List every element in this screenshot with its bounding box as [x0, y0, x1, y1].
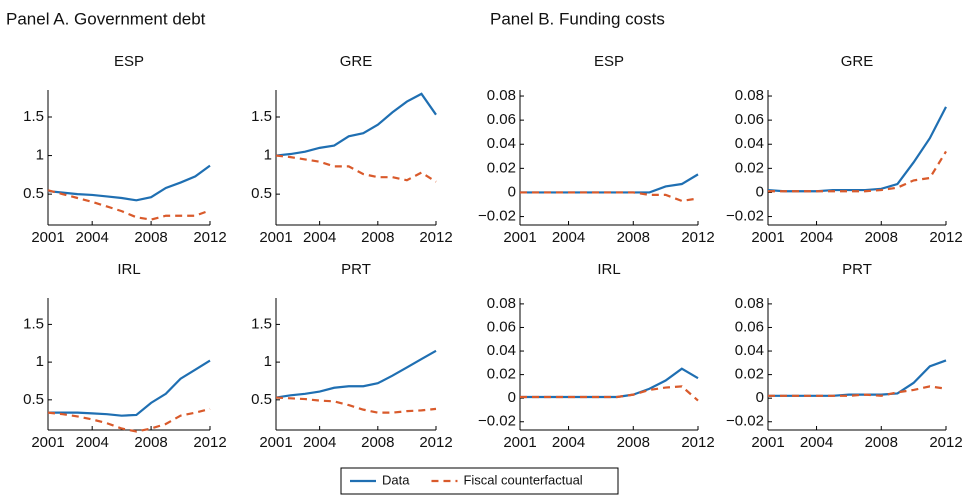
y-tick-label: 0.08 — [735, 87, 764, 104]
subplot-title: PRT — [341, 261, 371, 278]
y-tick-label: 1 — [264, 353, 272, 370]
x-tick-label: 2004 — [75, 434, 108, 451]
y-tick-label: 0.04 — [735, 342, 764, 359]
x-tick-label: 2001 — [751, 229, 784, 246]
y-tick-label: 0.06 — [735, 318, 764, 335]
x-tick-label: 2008 — [361, 229, 394, 246]
y-tick-label: 0.04 — [735, 135, 764, 152]
legend-label: Fiscal counterfactual — [463, 472, 582, 487]
subplot-title: GRE — [340, 53, 373, 70]
subplot-title: IRL — [597, 261, 620, 278]
y-tick-label: 0.06 — [487, 111, 516, 128]
series-line — [275, 396, 437, 414]
series-line — [275, 154, 437, 183]
series-line — [520, 385, 699, 402]
x-tick-label: 2012 — [681, 434, 714, 451]
y-tick-label: 0.08 — [487, 87, 516, 104]
y-tick-label: −0.02 — [478, 413, 516, 430]
y-tick-label: 1.5 — [251, 315, 272, 332]
y-tick-label: 0 — [508, 183, 516, 200]
y-tick-label: 0.5 — [23, 391, 44, 408]
x-tick-label: 2008 — [617, 434, 650, 451]
y-tick-label: 1 — [264, 147, 272, 164]
y-tick-label: 1 — [36, 147, 44, 164]
subplot-title: IRL — [117, 261, 140, 278]
series-line — [275, 349, 437, 399]
y-tick-label: 0.5 — [23, 185, 44, 202]
y-tick-label: −0.02 — [478, 208, 516, 225]
y-tick-label: 1 — [36, 353, 44, 370]
y-tick-label: 0.5 — [251, 391, 272, 408]
x-tick-label: 2004 — [303, 434, 336, 451]
y-tick-label: 0.02 — [487, 366, 516, 383]
x-tick-label: 2008 — [134, 229, 167, 246]
y-tick-label: 0.06 — [487, 318, 516, 335]
x-tick-label: 2001 — [503, 229, 536, 246]
x-tick-label: 2012 — [419, 229, 452, 246]
series-line — [768, 359, 947, 397]
x-tick-label: 2004 — [552, 434, 585, 451]
panel-title: Panel B. Funding costs — [490, 9, 665, 28]
series-line — [520, 173, 699, 194]
series-line — [767, 106, 947, 193]
x-tick-label: 2001 — [751, 434, 784, 451]
y-tick-label: 1.5 — [251, 108, 272, 125]
series-line — [520, 191, 699, 203]
series-line — [48, 359, 211, 417]
series-line — [47, 189, 211, 221]
y-tick-label: 0.08 — [735, 295, 764, 312]
legend-label: Data — [382, 472, 410, 487]
y-tick-label: 0 — [756, 183, 764, 200]
x-tick-label: 2004 — [552, 229, 585, 246]
y-tick-label: 1.5 — [23, 315, 44, 332]
y-tick-label: 0.02 — [487, 159, 516, 176]
x-tick-label: 2008 — [134, 434, 167, 451]
subplot-title: ESP — [594, 53, 624, 70]
x-tick-label: 2012 — [419, 434, 452, 451]
x-tick-label: 2012 — [929, 434, 962, 451]
subplot-title: ESP — [114, 53, 144, 70]
y-tick-label: 1.5 — [23, 108, 44, 125]
y-tick-label: −0.02 — [726, 208, 764, 225]
x-tick-label: 2012 — [681, 229, 714, 246]
x-tick-label: 2001 — [503, 434, 536, 451]
x-tick-label: 2001 — [259, 434, 292, 451]
x-tick-label: 2004 — [800, 229, 833, 246]
y-tick-label: 0.06 — [735, 111, 764, 128]
series-line — [768, 150, 947, 193]
x-tick-label: 2004 — [303, 229, 336, 246]
x-tick-label: 2008 — [617, 229, 650, 246]
y-tick-label: 0 — [756, 389, 764, 406]
x-tick-label: 2001 — [31, 434, 64, 451]
y-tick-label: 0.02 — [735, 159, 764, 176]
x-tick-label: 2008 — [865, 434, 898, 451]
series-line — [47, 164, 211, 202]
x-tick-label: 2004 — [800, 434, 833, 451]
x-tick-label: 2012 — [193, 229, 226, 246]
x-tick-label: 2001 — [259, 229, 292, 246]
x-tick-label: 2012 — [929, 229, 962, 246]
y-tick-label: 0.04 — [487, 342, 516, 359]
series-line — [520, 367, 699, 399]
x-tick-label: 2004 — [75, 229, 108, 246]
legend-box — [340, 467, 619, 495]
y-tick-label: 0.5 — [251, 185, 272, 202]
series-line — [275, 92, 437, 157]
x-tick-label: 2001 — [31, 229, 64, 246]
subplot-title: GRE — [841, 53, 874, 70]
y-tick-label: 0.08 — [487, 295, 516, 312]
series-line — [768, 385, 947, 397]
x-tick-label: 2008 — [361, 434, 394, 451]
series-line — [47, 407, 211, 433]
y-tick-label: 0.02 — [735, 366, 764, 383]
y-tick-label: 0.04 — [487, 135, 516, 152]
y-tick-label: 0 — [508, 389, 516, 406]
x-tick-label: 2012 — [193, 434, 226, 451]
x-tick-label: 2008 — [865, 229, 898, 246]
panel-title: Panel A. Government debt — [6, 9, 206, 28]
y-tick-label: −0.02 — [726, 413, 764, 430]
subplot-title: PRT — [842, 261, 872, 278]
